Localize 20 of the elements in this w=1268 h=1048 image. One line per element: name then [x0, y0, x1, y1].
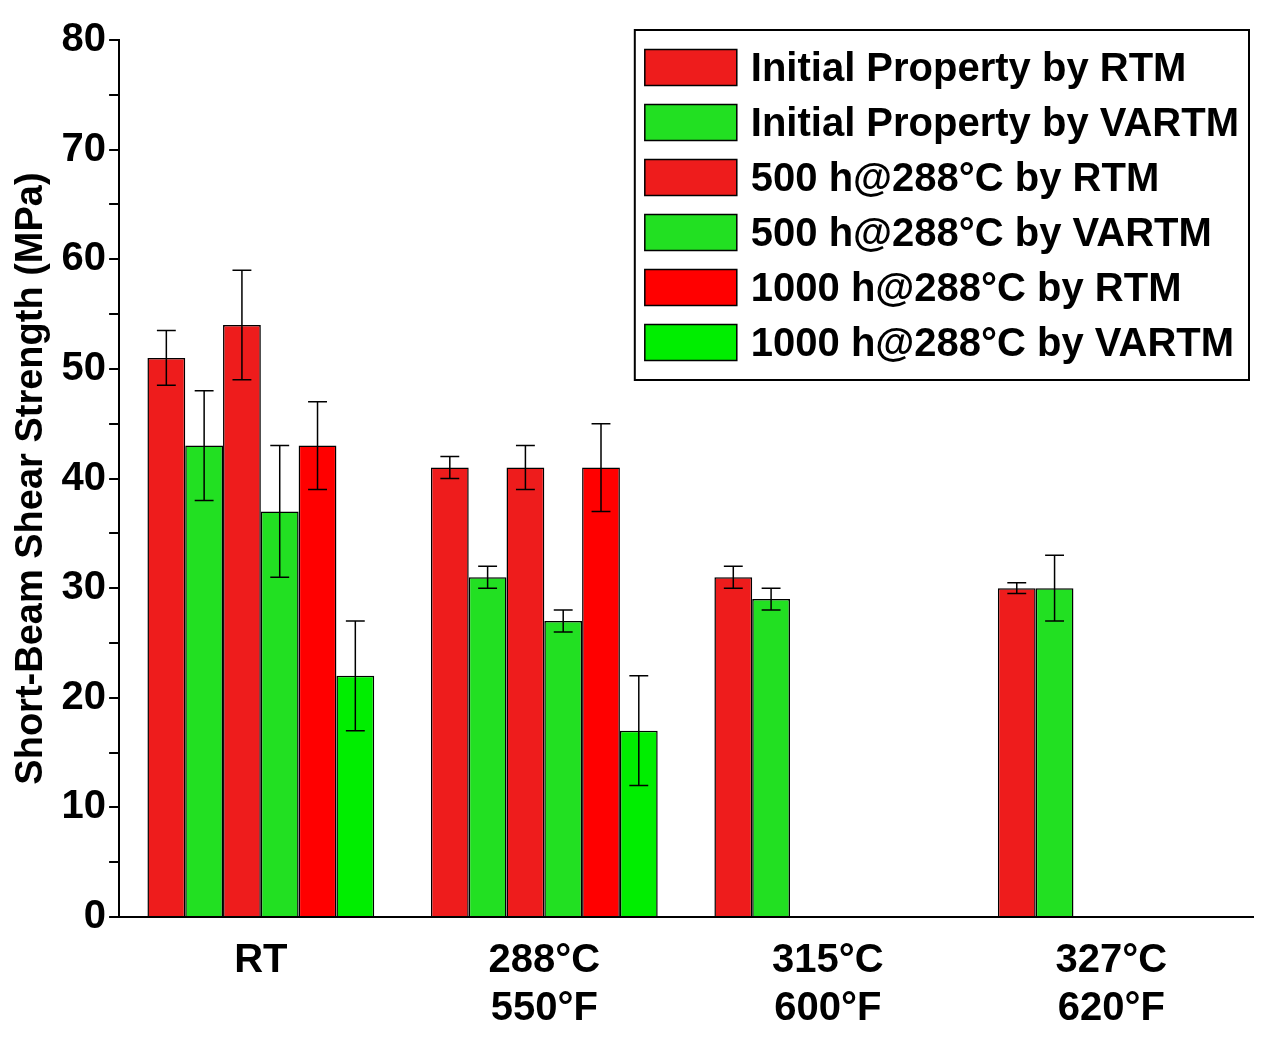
y-tick-label: 60 — [61, 234, 107, 279]
x-tick-label: 288°C 550°F — [488, 936, 601, 1029]
y-tick-label: 40 — [61, 453, 107, 498]
legend-label: 500 h@288°C by VARTM — [750, 209, 1212, 254]
legend-label: 1000 h@288°C by VARTM — [750, 319, 1235, 364]
y-tick-label: 20 — [61, 672, 107, 717]
legend-label: 500 h@288°C by RTM — [750, 154, 1160, 199]
y-tick-label: 0 — [83, 892, 107, 937]
legend-label: Initial Property by VARTM — [750, 99, 1239, 144]
y-tick-label: 50 — [61, 343, 107, 388]
y-tick-label: 30 — [61, 563, 107, 608]
legend-label: Initial Property by RTM — [750, 44, 1187, 89]
y-tick-label: 10 — [61, 782, 107, 827]
legend-label: 1000 h@288°C by RTM — [750, 264, 1182, 309]
y-tick-label: 70 — [61, 124, 107, 169]
x-tick-label: 315°C 600°F — [771, 936, 884, 1029]
x-tick-label: 327°C 620°F — [1055, 936, 1168, 1029]
y-tick-label: 80 — [61, 15, 107, 60]
x-tick-label: RT — [234, 936, 288, 981]
y-axis-title: Short-Beam Shear Strength (MPa) — [8, 172, 51, 785]
